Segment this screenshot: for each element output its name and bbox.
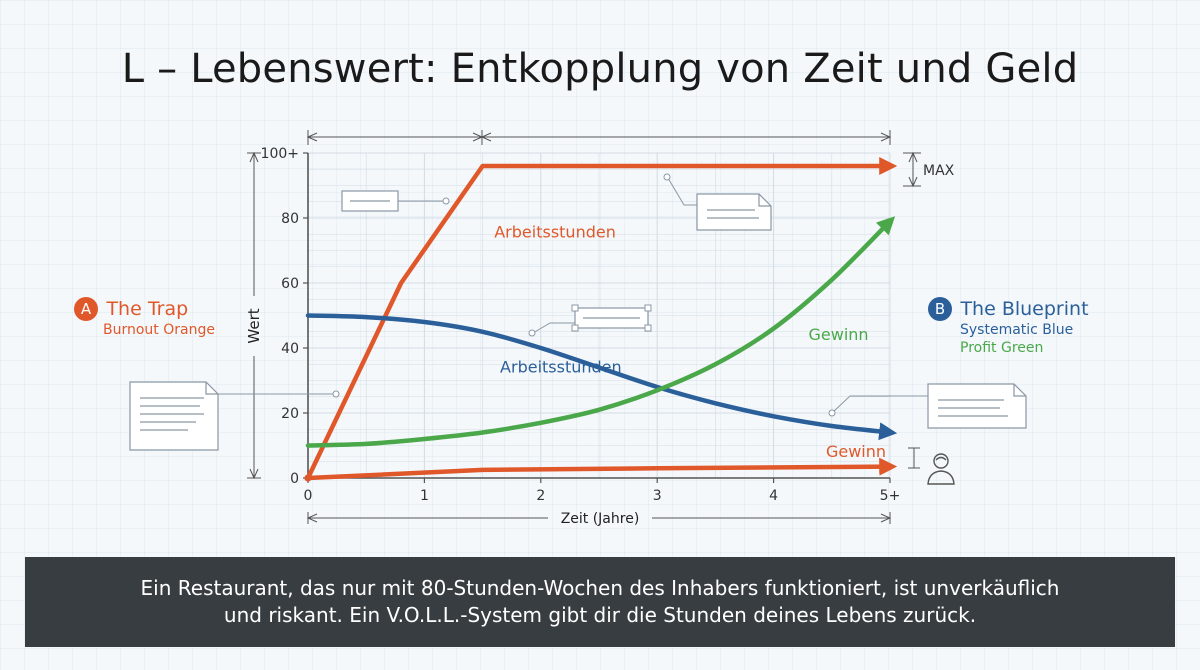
person-icon-body: [927, 470, 955, 485]
note-connector-dot: [828, 409, 836, 417]
x-tick-label: 5+: [880, 488, 901, 504]
y-axis-title: Wert: [245, 308, 263, 343]
note-connector: [532, 322, 575, 334]
note-connector: [831, 395, 928, 414]
doc-outline: [696, 193, 772, 231]
y-tick-label: 20: [281, 406, 299, 422]
series-origin-point: [304, 474, 312, 482]
doc-fold: [1013, 384, 1026, 397]
footer-caption: Ein Restaurant, das nur mit 80-Stunden-W…: [25, 557, 1175, 647]
note-document-right: [927, 383, 1027, 429]
x-tick-label: 3: [653, 488, 662, 504]
trap-badge: A: [74, 297, 98, 321]
doc-outline: [927, 383, 1027, 429]
x-dimension-arrowhead: [880, 513, 892, 523]
person-icon-hair: [935, 456, 947, 461]
note-connector-dot: [332, 390, 340, 398]
person-icon-head: [933, 453, 949, 469]
series-line-blue-arbeitsstunden: [305, 313, 898, 441]
series-label-orange: Arbeitsstunden: [494, 223, 616, 242]
note-connector: [667, 177, 697, 206]
x-dimension-arrowhead: [306, 513, 318, 523]
doc-outline: [129, 381, 219, 451]
series-label-orange: Gewinn: [826, 442, 886, 461]
trap-panel: A The Trap Burnout Orange: [74, 297, 215, 338]
note-connector-dot: [528, 329, 536, 337]
note-connector-dot: [442, 197, 450, 205]
page-title: L – Lebenswert: Entkopplung von Zeit und…: [121, 46, 1079, 92]
series-label-green: Gewinn: [809, 325, 869, 344]
top-dimension-arrowhead: [472, 132, 492, 142]
top-dimension-arrowhead: [880, 132, 892, 142]
blueprint-panel: B The Blueprint Systematic Blue Profit G…: [928, 297, 1089, 356]
y-tick-label: 100+: [261, 146, 299, 162]
x-tick-label: 2: [536, 488, 545, 504]
selection-handle: [571, 324, 579, 332]
max-label: MAX: [923, 163, 955, 179]
doc-fold: [758, 194, 771, 207]
doc-fold: [205, 382, 218, 395]
series-line-green-gewinn: [305, 216, 896, 448]
x-tick-label: 0: [304, 488, 313, 504]
trap-title: The Trap: [106, 298, 189, 320]
y-tick-label: 0: [290, 471, 299, 487]
note-document-left: [129, 381, 219, 451]
y-tick-label: 80: [281, 211, 299, 227]
top-dimension-arrowhead: [306, 132, 318, 142]
person-icon: [927, 453, 955, 485]
selection-handle: [571, 304, 579, 312]
selection-handle: [644, 324, 652, 332]
y-tick-label: 60: [281, 276, 299, 292]
blueprint-badge: B: [928, 297, 952, 321]
x-tick-label: 1: [420, 488, 429, 504]
note-document-top: [696, 193, 772, 231]
footer-line-2: und riskant. Ein V.O.L.L.-System gibt di…: [223, 603, 977, 627]
max-bracket-arrowhead: [908, 151, 918, 188]
series-line-orange-gewinn: [305, 457, 898, 481]
series-label-blue: Arbeitsstunden: [500, 357, 622, 376]
y-dimension-arrowhead: [249, 468, 259, 480]
chart: 0 1 2 3 4 5+ 0 20 40 60 80 100+ Zeit (Jahre) Wert MAX…: [129, 130, 1027, 527]
selection-handle: [644, 304, 652, 312]
series-line-orange-arbeitsstunden: [305, 157, 898, 481]
y-tick-label: 40: [281, 341, 299, 357]
y-dimension-arrowhead: [249, 151, 259, 163]
note-connector-dot: [663, 173, 671, 181]
blueprint-title: The Blueprint: [960, 298, 1089, 320]
x-axis-title: Zeit (Jahre): [561, 511, 640, 527]
x-tick-label: 4: [769, 488, 778, 504]
trap-subtitle: Burnout Orange: [103, 322, 215, 338]
footer-line-1: Ein Restaurant, das nur mit 80-Stunden-W…: [140, 576, 1060, 600]
blueprint-subtitle-green: Profit Green: [960, 340, 1044, 356]
blueprint-subtitle-blue: Systematic Blue: [960, 322, 1074, 338]
